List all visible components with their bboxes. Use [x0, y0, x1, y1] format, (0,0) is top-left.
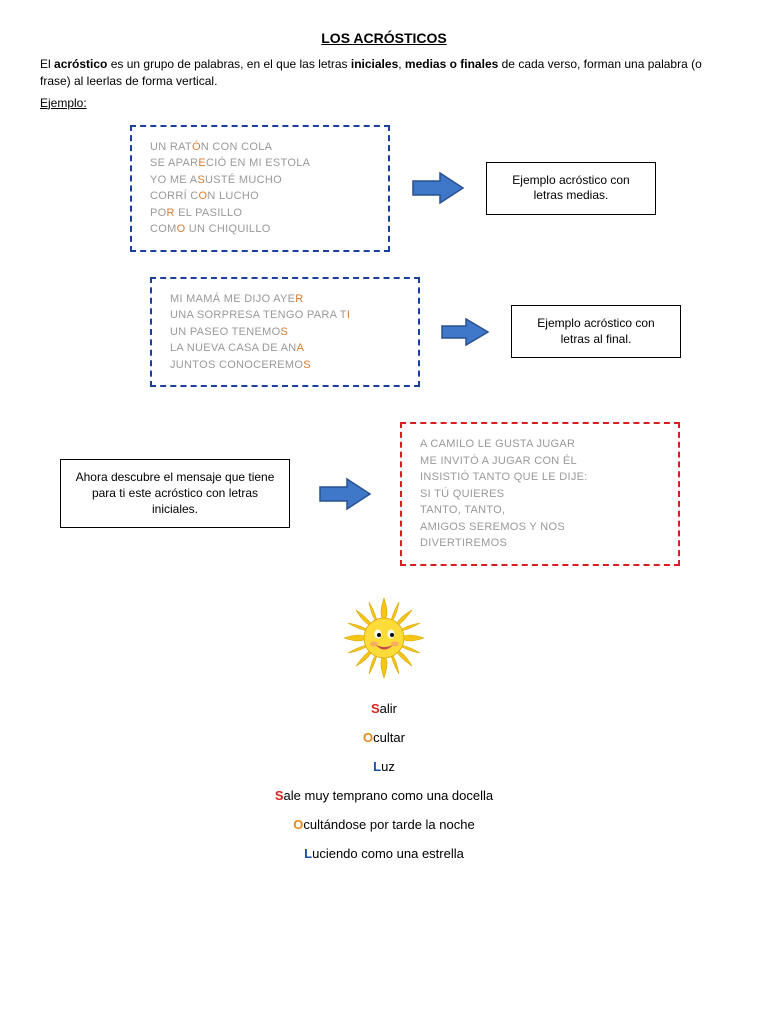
t: acróstico	[54, 57, 107, 71]
sol-line-3: Luciendo como una estrella	[40, 846, 728, 861]
arrow-icon	[315, 474, 375, 514]
t: alir	[380, 701, 397, 716]
t: es un grupo de palabras, en el que las l…	[107, 57, 351, 71]
t: ,	[398, 57, 405, 71]
t: ale muy temprano como una docella	[284, 788, 494, 803]
t: S	[275, 788, 284, 803]
sun-acrostic-block: Salir Ocultar Luz Sale muy temprano como…	[40, 591, 728, 861]
t: uz	[381, 759, 395, 774]
acrostic-box-medias: UN RATÓN CON COLASE APARECIÓ EN MI ESTOL…	[130, 125, 390, 252]
t: S	[371, 701, 380, 716]
acrostic-box-iniciales: A CAMILO LE GUSTA JUGARME INVITÓ A JUGAR…	[400, 422, 680, 566]
sun-icon	[334, 591, 434, 686]
sol-line-1: Sale muy temprano como una docella	[40, 788, 728, 803]
t: cultándose por tarde la noche	[303, 817, 474, 832]
t: O	[293, 817, 303, 832]
t: L	[304, 846, 312, 861]
example-row-2: MI MAMÁ ME DIJO AYERUNA SORPRESA TENGO P…	[150, 277, 728, 388]
label-box-medias: Ejemplo acróstico con letras medias.	[486, 162, 656, 215]
sol-word-2: Ocultar	[40, 730, 728, 745]
acrostic-box-finales: MI MAMÁ ME DIJO AYERUNA SORPRESA TENGO P…	[150, 277, 420, 388]
sol-word-1: Salir	[40, 701, 728, 716]
page-title: LOS ACRÓSTICOS	[40, 30, 728, 46]
example-row-1: UN RATÓN CON COLASE APARECIÓ EN MI ESTOL…	[130, 125, 728, 252]
t: L	[373, 759, 381, 774]
intro-paragraph: El acróstico es un grupo de palabras, en…	[40, 56, 728, 90]
t: O	[363, 730, 373, 745]
t: cultar	[373, 730, 405, 745]
prompt-box: Ahora descubre el mensaje que tiene para…	[60, 459, 290, 528]
t: El	[40, 57, 54, 71]
label-box-finales: Ejemplo acróstico con letras al final.	[511, 305, 681, 358]
example-row-3: Ahora descubre el mensaje que tiene para…	[60, 422, 728, 566]
sol-word-3: Luz	[40, 759, 728, 774]
t: iniciales	[351, 57, 398, 71]
t: medias o finales	[405, 57, 498, 71]
t: uciendo como una estrella	[312, 846, 464, 861]
arrow-icon	[408, 168, 468, 208]
example-label: Ejemplo:	[40, 96, 728, 110]
sol-line-2: Ocultándose por tarde la noche	[40, 817, 728, 832]
arrow-icon	[438, 314, 493, 350]
